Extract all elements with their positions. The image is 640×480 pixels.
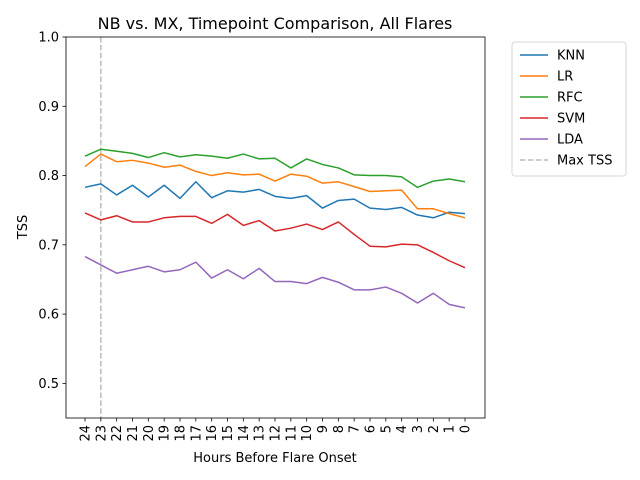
legend: KNN LR RFC SVM LDA Max TSS	[511, 41, 627, 177]
chart-title: NB vs. MX, Timepoint Comparison, All Fla…	[98, 14, 453, 33]
x-axis: 24 23 22 21 20 19 18 17 16 15 14 13 12 11 10 9 8 7 6 5 4 3 2 1 0	[79, 418, 474, 442]
y-tick-label: 0.9	[38, 100, 59, 115]
plot-frame	[65, 36, 486, 419]
legend-label: Max TSS	[557, 154, 612, 169]
x-tick-label: 15	[221, 425, 236, 442]
x-tick-label: 14	[237, 425, 252, 442]
series-line-lda	[84, 255, 466, 309]
y-tick-label: 1.0	[38, 31, 59, 46]
x-tick-label: 20	[142, 425, 157, 442]
series-line-lr	[84, 153, 466, 219]
y-axis: 0.5 0.6 0.7 0.8 0.9 1.0	[38, 31, 66, 392]
x-tick-label: 2	[427, 425, 442, 433]
x-tick-label: 4	[395, 425, 410, 433]
x-tick-label: 8	[332, 425, 347, 433]
x-tick-label: 5	[379, 425, 394, 433]
x-axis-label: Hours Before Flare Onset	[193, 451, 356, 466]
series-line-rfc	[84, 148, 466, 189]
x-tick-label: 12	[269, 425, 284, 442]
x-tick-label: 21	[126, 425, 141, 442]
legend-label: LR	[557, 70, 573, 85]
x-tick-label: 1	[443, 425, 458, 433]
x-tick-label: 6	[364, 425, 379, 433]
x-tick-label: 23	[94, 425, 109, 442]
x-tick-label: 7	[348, 425, 363, 433]
series-line-svm	[84, 212, 466, 269]
y-tick-label: 0.7	[38, 238, 59, 253]
y-tick-label: 0.8	[38, 169, 59, 184]
x-tick-label: 13	[253, 425, 268, 442]
plot-area	[65, 36, 486, 419]
x-tick-label: 24	[79, 425, 94, 442]
y-tick-label: 0.5	[38, 377, 59, 392]
legend-label: LDA	[557, 133, 583, 148]
legend-label: RFC	[557, 91, 583, 106]
y-axis-label: TSS	[16, 215, 31, 240]
x-tick-label: 22	[110, 425, 125, 442]
x-tick-label: 11	[284, 425, 299, 442]
x-tick-label: 3	[411, 425, 426, 433]
series-line-knn	[84, 181, 466, 219]
legend-label: KNN	[557, 49, 585, 64]
y-tick-label: 0.6	[38, 308, 59, 323]
x-tick-label: 0	[459, 425, 474, 433]
x-tick-label: 18	[174, 425, 189, 442]
x-tick-label: 17	[189, 425, 204, 442]
x-tick-label: 10	[300, 425, 315, 442]
x-tick-label: 9	[316, 425, 331, 433]
legend-label: SVM	[557, 112, 585, 127]
x-tick-label: 19	[158, 425, 173, 442]
x-tick-label: 16	[205, 425, 220, 442]
